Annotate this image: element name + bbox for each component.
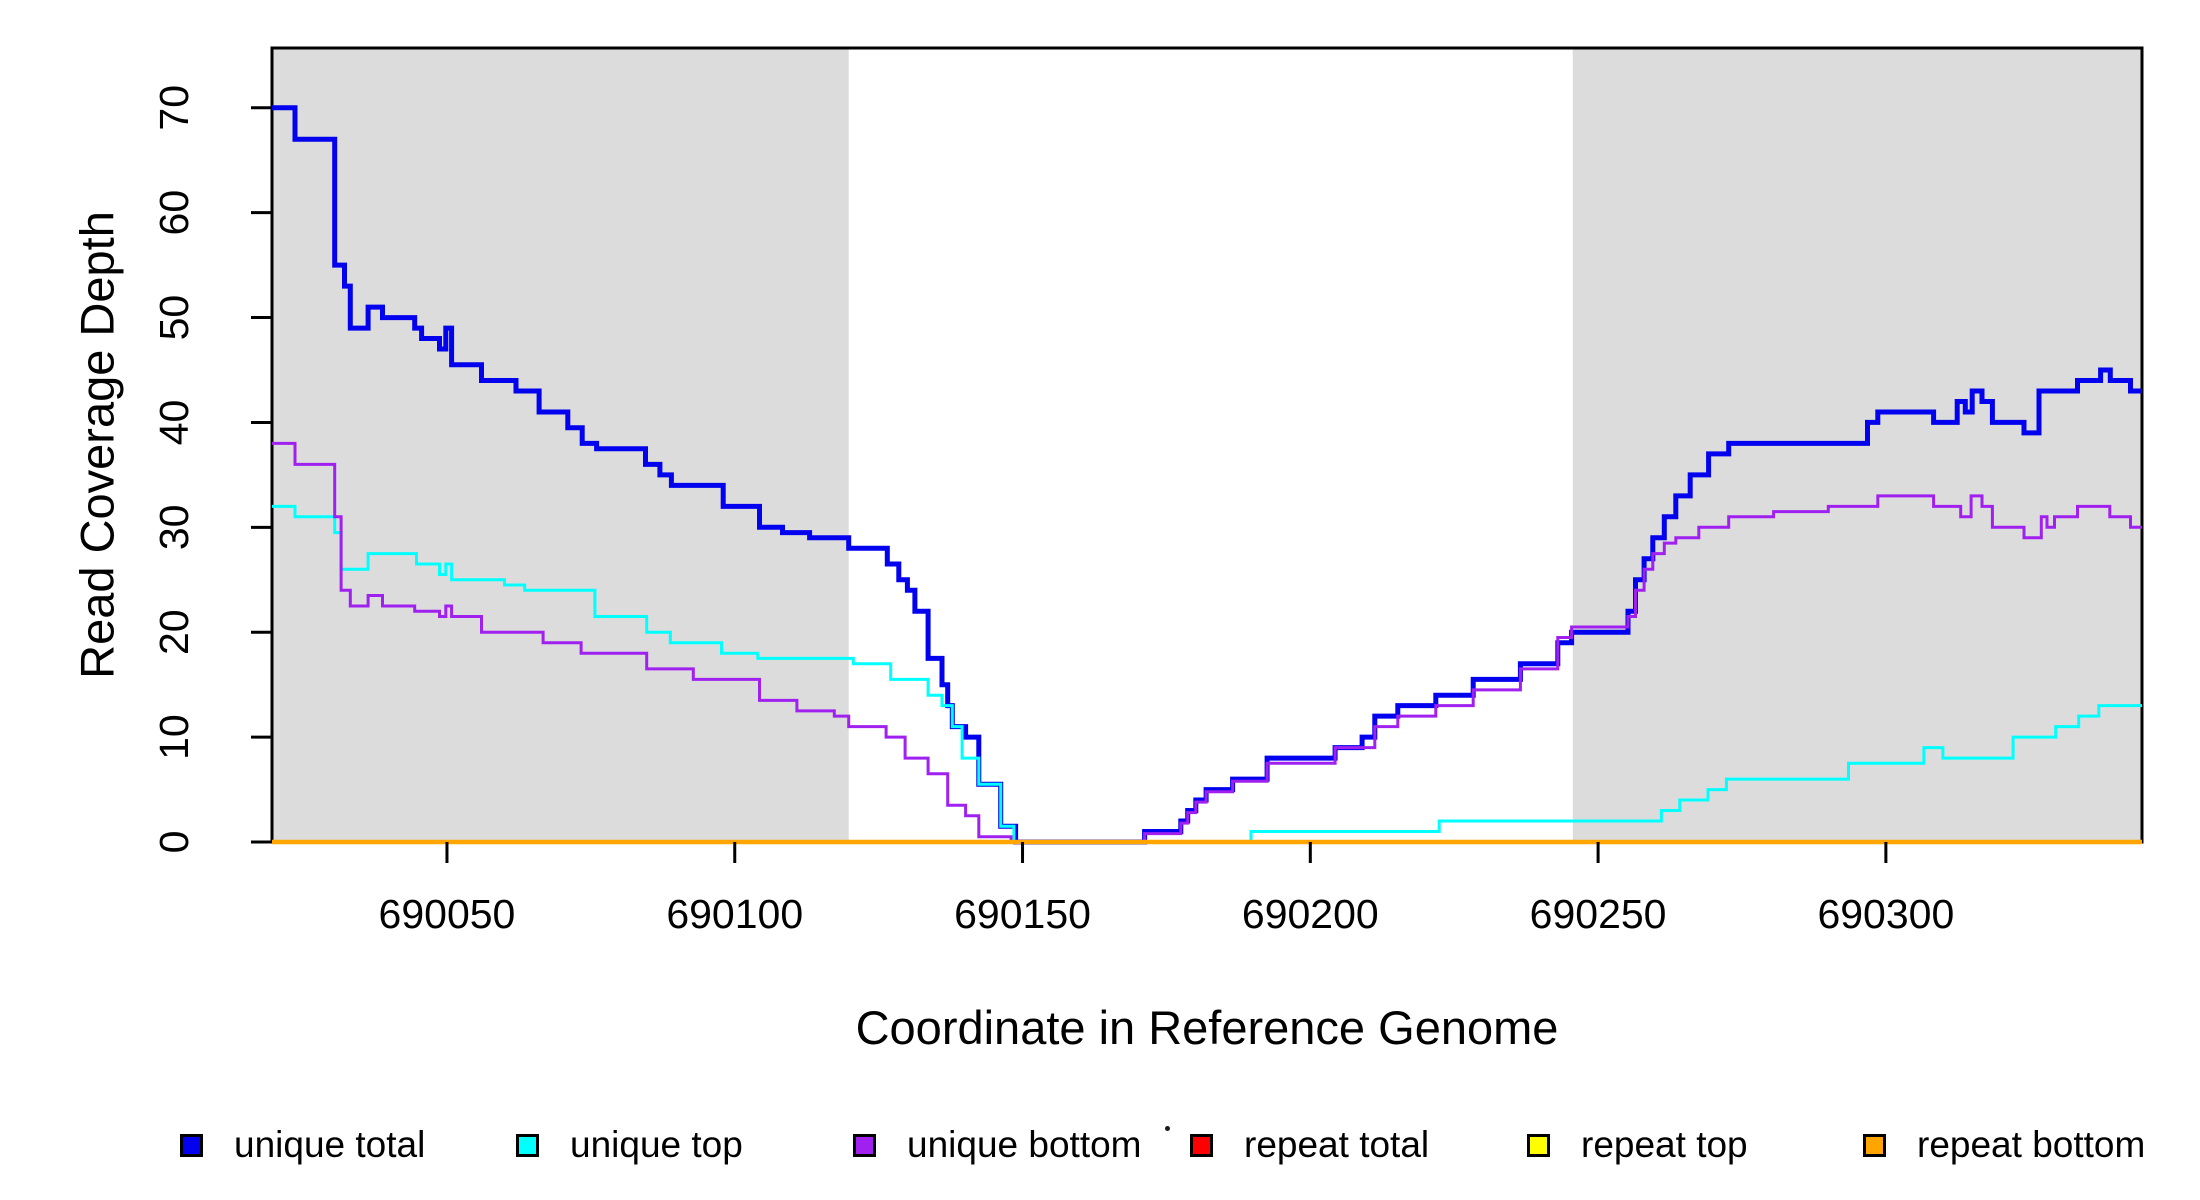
shaded-region-1 — [272, 48, 849, 842]
x-tick-label: 690200 — [1242, 891, 1379, 937]
x-tick-label: 690300 — [1817, 891, 1954, 937]
y-axis-title: Read Coverage Depth — [70, 211, 124, 679]
y-tick-label: 40 — [151, 400, 197, 446]
y-tick-label: 10 — [151, 714, 197, 760]
x-tick-label: 690050 — [379, 891, 516, 937]
x-axis-title: Coordinate in Reference Genome — [855, 1001, 1559, 1054]
y-tick-label: 30 — [151, 505, 197, 551]
x-tick-label: 690150 — [954, 891, 1091, 937]
y-tick-label: 50 — [151, 295, 197, 341]
stray-point-artifact — [1165, 1126, 1170, 1131]
y-tick-label: 20 — [151, 609, 197, 655]
y-tick-label: 0 — [151, 831, 197, 854]
y-tick-label: 60 — [151, 190, 197, 236]
series-line-unique-total — [272, 105, 2142, 845]
series-line-unique-bottom — [272, 441, 2142, 844]
y-tick-label: 70 — [151, 85, 197, 131]
x-tick-label: 690250 — [1530, 891, 1667, 937]
series-line-unique-top — [272, 504, 2142, 844]
x-tick-label: 690100 — [666, 891, 803, 937]
